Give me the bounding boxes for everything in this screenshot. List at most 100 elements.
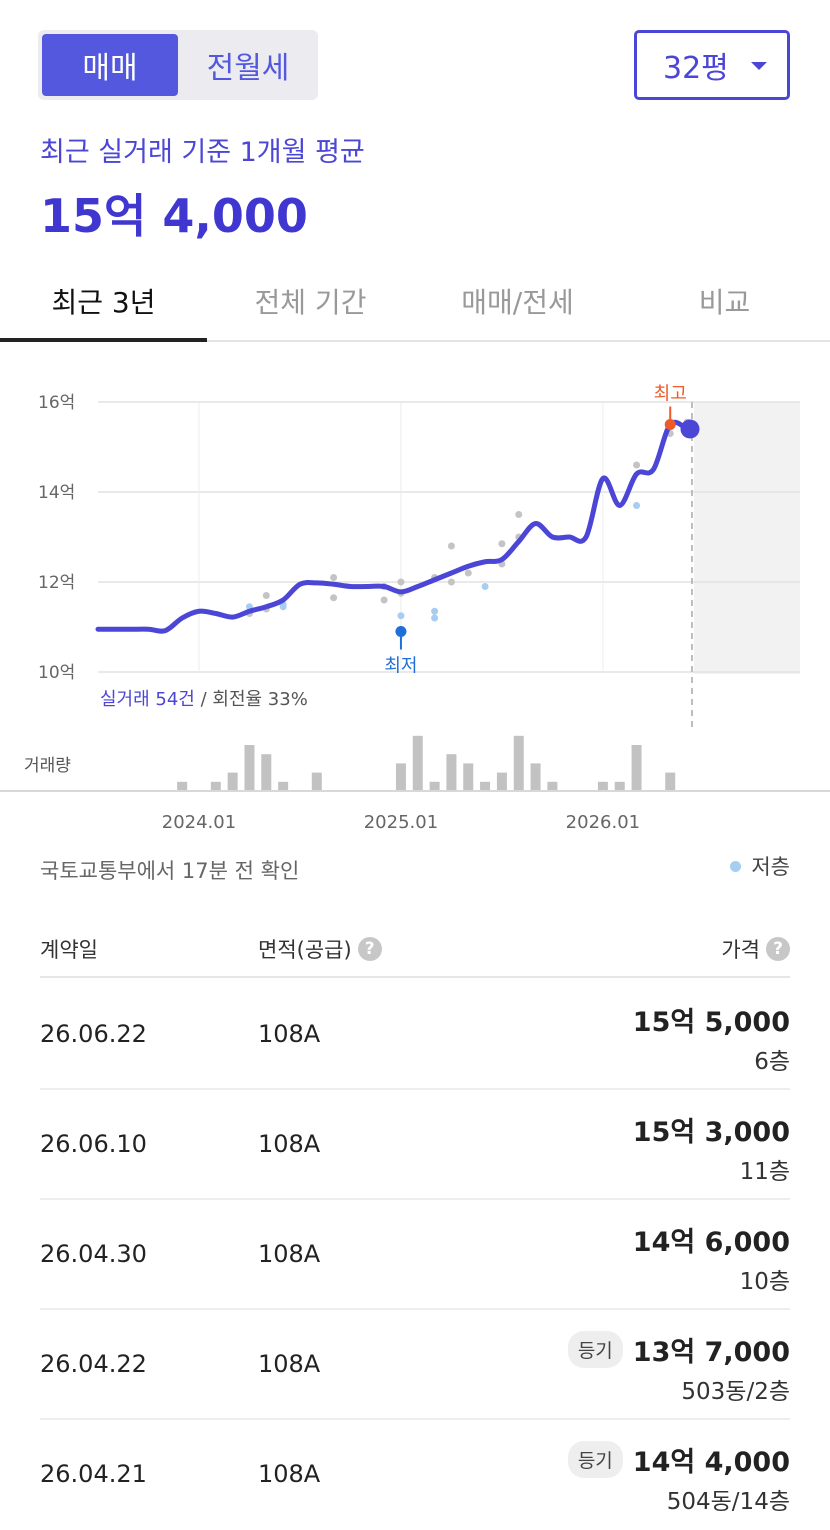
volume-bar [278,781,289,791]
trade-type-toggle: 매매 전월세 [38,30,318,100]
average-price-label: 최근 실거래 기준 1개월 평균 [40,137,365,168]
volume-label: 거래량 [24,756,71,776]
transaction-row[interactable]: 26.04.22 108A 등기 13억 7,000 503동/2층 [40,1310,790,1420]
transaction-row[interactable]: 26.04.30 108A 14억 6,000 10층 [40,1200,790,1310]
row-date: 26.04.21 [40,1460,147,1488]
y-tick-label: 12억 [38,573,75,593]
row-area: 108A [258,1020,321,1048]
row-price: 14억 6,000 [632,1227,790,1258]
volume-bar [530,763,541,791]
average-price-value: 15억 4,000 [40,189,308,243]
transaction-table-header: 계약일 면적(공급)? 가격? [40,920,790,978]
caret-down-icon [751,62,767,70]
row-area: 108A [258,1350,321,1378]
deal-summary: 실거래 54건 / 회전율 33% [100,689,308,710]
deal-dot [633,461,641,469]
future-area [694,402,800,674]
row-area: 108A [258,1240,321,1268]
row-floor: 11층 [739,1159,790,1185]
low-floor-deal-dot [431,607,439,615]
size-dropdown-value: 32평 [663,51,729,86]
row-date: 26.06.10 [40,1130,147,1158]
low-floor-deal-dot [431,614,439,622]
x-tick-label: 2025.01 [364,812,438,833]
current-price-dot [680,419,700,439]
low-floor-dot-icon [730,860,742,872]
header-contract-date-label: 계약일 [40,938,98,962]
volume-bar [261,754,272,791]
volume-bar [513,735,524,791]
trade-rent-button[interactable]: 전월세 [206,51,290,86]
deal-dot [397,578,405,586]
row-date: 26.06.22 [40,1020,147,1048]
y-tick-label: 14억 [38,483,75,503]
header-area: 면적(공급)? [258,934,382,964]
volume-bar [311,772,322,791]
volume-bar [446,754,457,791]
size-dropdown[interactable]: 32평 [634,30,790,100]
row-floor: 504동/14층 [666,1489,790,1515]
volume-bar [429,781,440,791]
header-contract-date: 계약일 [40,934,98,964]
max-marker-dot [664,419,676,430]
row-price: 14억 4,000 [632,1447,790,1478]
deal-dot [262,592,270,599]
transaction-row[interactable]: 26.04.21 108A 등기 14억 4,000 504동/14층 [40,1420,790,1530]
row-floor: 503동/2층 [681,1379,790,1405]
legend-low-floor-label: 저층 [751,855,790,879]
min-marker-label: 최저 [384,656,417,677]
deal-dot [498,540,506,548]
header-price: 가격? [721,934,790,964]
price-trend-line [95,419,690,634]
deal-dot [447,542,455,550]
low-floor-deal-dot [481,583,489,590]
tab-all-period[interactable]: 전체 기간 [254,286,367,319]
max-marker-label: 최고 [654,384,687,405]
help-icon[interactable]: ? [766,937,790,961]
row-price-box: 등기 14억 4,000 [567,1440,790,1479]
row-price-box: 15억 5,000 [633,1000,790,1039]
y-tick-label: 16억 [38,393,75,413]
deal-count: 실거래 54건 [100,689,195,710]
x-tick-label: 2024.01 [162,812,236,833]
help-icon[interactable]: ? [357,937,382,961]
registered-badge: 등기 [567,1331,623,1368]
low-floor-deal-dot [633,502,641,509]
row-price: 13억 7,000 [632,1337,790,1368]
row-price-box: 15억 3,000 [633,1110,790,1149]
registered-badge: 등기 [567,1441,623,1478]
volume-bar [480,781,491,791]
row-area: 108A [258,1460,321,1488]
x-tick-label: 2026.01 [566,812,640,833]
volume-bar [412,735,423,791]
volume-bar [227,772,238,791]
row-date: 26.04.22 [40,1350,147,1378]
volume-bar [547,781,558,791]
row-price-box: 14억 6,000 [633,1220,790,1259]
row-floor: 10층 [739,1269,790,1295]
row-floor: 6층 [754,1049,790,1075]
transaction-row[interactable]: 26.06.10 108A 15억 3,000 11층 [40,1090,790,1200]
header-area-label: 면적(공급) [258,938,352,962]
tab-recent-3-years[interactable]: 최근 3년 [0,262,207,342]
low-floor-deal-dot [397,612,405,620]
deal-dot [330,574,338,581]
deal-dot [380,596,388,604]
tab-compare[interactable]: 비교 [698,286,751,319]
volume-bar [614,781,625,791]
volume-bar [463,763,474,791]
row-date: 26.04.30 [40,1240,147,1268]
tab-sale-jeonse[interactable]: 매매/전세 [461,286,574,319]
y-tick-label: 10억 [38,663,75,683]
row-price: 15억 3,000 [632,1117,790,1148]
row-price-box: 등기 13억 7,000 [567,1330,790,1369]
period-tabs: 최근 3년 전체 기간 매매/전세 비교 [0,262,830,342]
trade-sale-button[interactable]: 매매 [42,34,178,96]
deal-dot [447,578,455,586]
volume-bar [631,745,642,791]
transaction-row[interactable]: 26.06.22 108A 15억 5,000 6층 [40,980,790,1090]
deal-dot [515,511,523,518]
data-source-note: 국토교통부에서 17분 전 확인 [40,859,300,883]
turnover-rate: / 회전율 33% [195,689,308,710]
